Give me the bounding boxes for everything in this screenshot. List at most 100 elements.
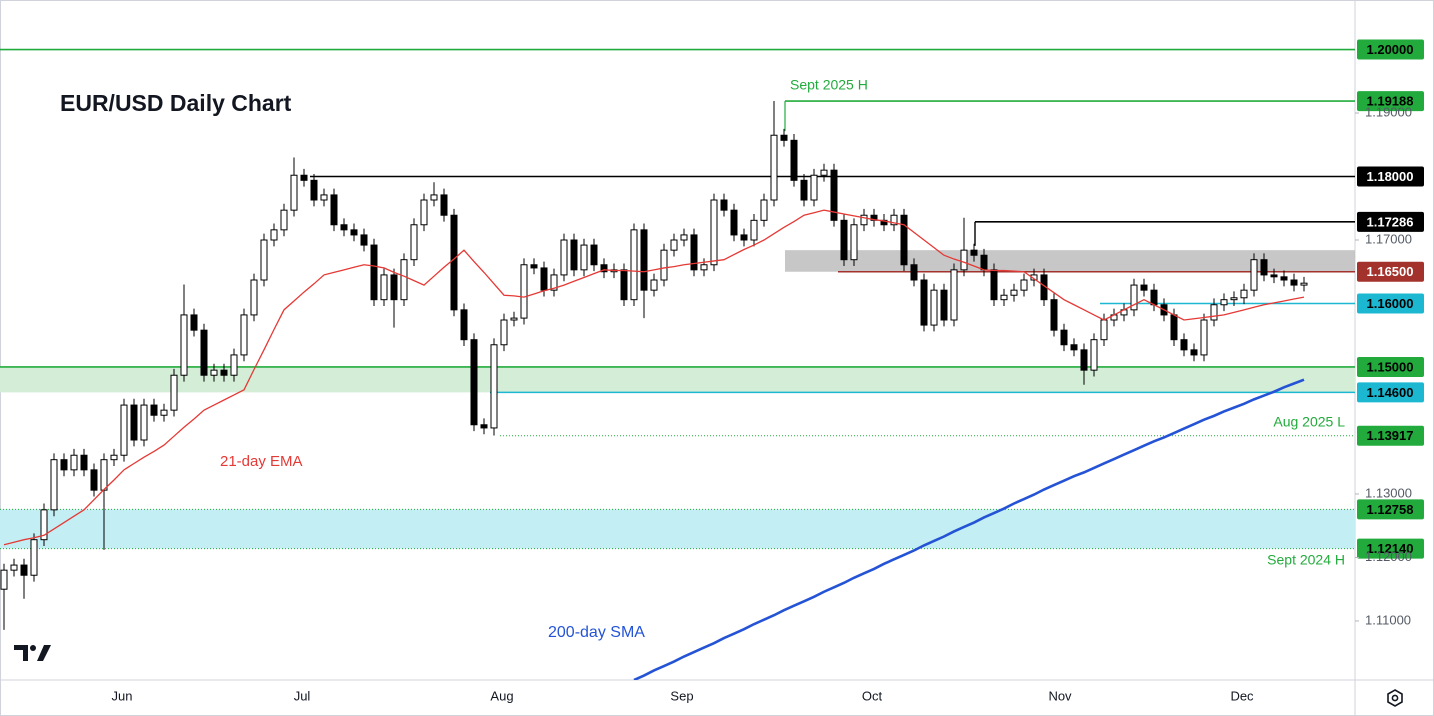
candle-body xyxy=(270,229,278,241)
price-label: 1.20000 xyxy=(1367,42,1414,57)
candle-body xyxy=(580,244,588,271)
candle-body xyxy=(1230,297,1238,301)
price-label-box xyxy=(1357,425,1424,446)
candle-body xyxy=(700,264,708,271)
y-tick-label: 1.11000 xyxy=(1365,612,1411,627)
price-label: 1.16500 xyxy=(1367,264,1414,279)
price-label: 1.15000 xyxy=(1367,359,1414,374)
candle-body xyxy=(1000,294,1008,301)
candle-body xyxy=(560,239,568,276)
candle-body xyxy=(250,279,258,316)
candle-body xyxy=(850,224,858,261)
candle-body xyxy=(330,194,338,226)
x-tick-label: Oct xyxy=(862,688,883,703)
candle-body xyxy=(680,234,688,241)
x-tick-label: Jul xyxy=(294,688,311,703)
candle-body xyxy=(790,139,798,181)
sma-line xyxy=(633,378,1305,680)
candle-body xyxy=(1260,259,1268,276)
candle-body xyxy=(390,274,398,301)
candle-body xyxy=(570,239,578,271)
level-note: Sept 2025 H xyxy=(790,77,868,93)
candle-body xyxy=(160,409,168,416)
candle-body xyxy=(510,317,518,321)
level-note: Sept 2024 H xyxy=(1267,552,1345,568)
series-label: 200-day SMA xyxy=(548,624,645,641)
candle-body xyxy=(1190,349,1198,356)
candle-body xyxy=(410,224,418,261)
price-label: 1.12758 xyxy=(1367,502,1414,517)
candle-body xyxy=(150,404,158,416)
candle-body xyxy=(360,234,368,246)
candle-body xyxy=(1130,284,1138,311)
candle-body xyxy=(540,267,548,291)
candle-body xyxy=(1150,289,1158,306)
candle-body xyxy=(890,214,898,226)
candle-body xyxy=(1060,329,1068,346)
candle-body xyxy=(120,404,128,456)
candle-body xyxy=(1210,304,1218,321)
candle-body xyxy=(550,274,558,291)
y-tick-label: 1.19000 xyxy=(1365,104,1412,119)
candle-body xyxy=(50,459,58,511)
x-tick-label: Aug xyxy=(490,688,513,703)
candle-body xyxy=(820,169,828,176)
candle-body xyxy=(460,309,468,341)
candle-body xyxy=(1020,279,1028,291)
candle-body xyxy=(260,239,268,281)
candle-body xyxy=(30,539,38,576)
price-label-box xyxy=(1357,91,1424,112)
candle-body xyxy=(960,249,968,271)
candle-body xyxy=(1170,314,1178,341)
x-tick-label: Jun xyxy=(112,688,133,703)
y-tick-label: 1.13000 xyxy=(1365,485,1412,500)
candle-body xyxy=(740,234,748,241)
candle-body xyxy=(310,179,318,201)
candle-body xyxy=(1080,349,1088,371)
candle-body xyxy=(1050,299,1058,331)
price-label: 1.16000 xyxy=(1367,296,1414,311)
candle-body xyxy=(1290,279,1298,286)
price-label: 1.14600 xyxy=(1367,385,1414,400)
candle-body xyxy=(420,199,428,226)
ema-line xyxy=(3,209,1305,546)
candle-body xyxy=(130,404,138,441)
candle-body xyxy=(800,179,808,201)
tv-logo xyxy=(14,645,51,661)
candle-body xyxy=(900,214,908,266)
candle-body xyxy=(1240,289,1248,299)
candle-body xyxy=(1140,284,1148,291)
candle-body xyxy=(230,354,238,376)
candle-body xyxy=(90,469,98,491)
candle-body xyxy=(280,209,288,231)
candle-body xyxy=(210,369,218,376)
zone xyxy=(0,509,1355,549)
candle-body xyxy=(320,194,328,201)
candle-body xyxy=(140,404,148,441)
settings-icon[interactable] xyxy=(1387,689,1403,707)
candle-body xyxy=(770,134,778,201)
candle-body xyxy=(470,339,478,426)
candle-body xyxy=(290,174,298,211)
candle-body xyxy=(110,454,118,461)
candle-body xyxy=(640,229,648,291)
price-label-box xyxy=(1357,261,1424,282)
candle-body xyxy=(670,239,678,251)
price-label: 1.18000 xyxy=(1367,169,1414,184)
candle-body xyxy=(100,459,108,491)
candle-body xyxy=(840,219,848,261)
candle-body xyxy=(920,279,928,326)
candle-body xyxy=(690,234,698,271)
y-tick-label: 1.12000 xyxy=(1365,549,1412,564)
candle-body xyxy=(750,219,758,241)
candle-body xyxy=(1250,259,1258,291)
candle-body xyxy=(600,264,608,273)
candle-body xyxy=(500,319,508,346)
candle-body xyxy=(20,564,28,576)
price-label: 1.12140 xyxy=(1367,541,1414,556)
level-note: Aug 2025 L xyxy=(1273,414,1345,430)
candle-body xyxy=(170,374,178,411)
candle-body xyxy=(240,314,248,356)
candle-body xyxy=(430,194,438,201)
